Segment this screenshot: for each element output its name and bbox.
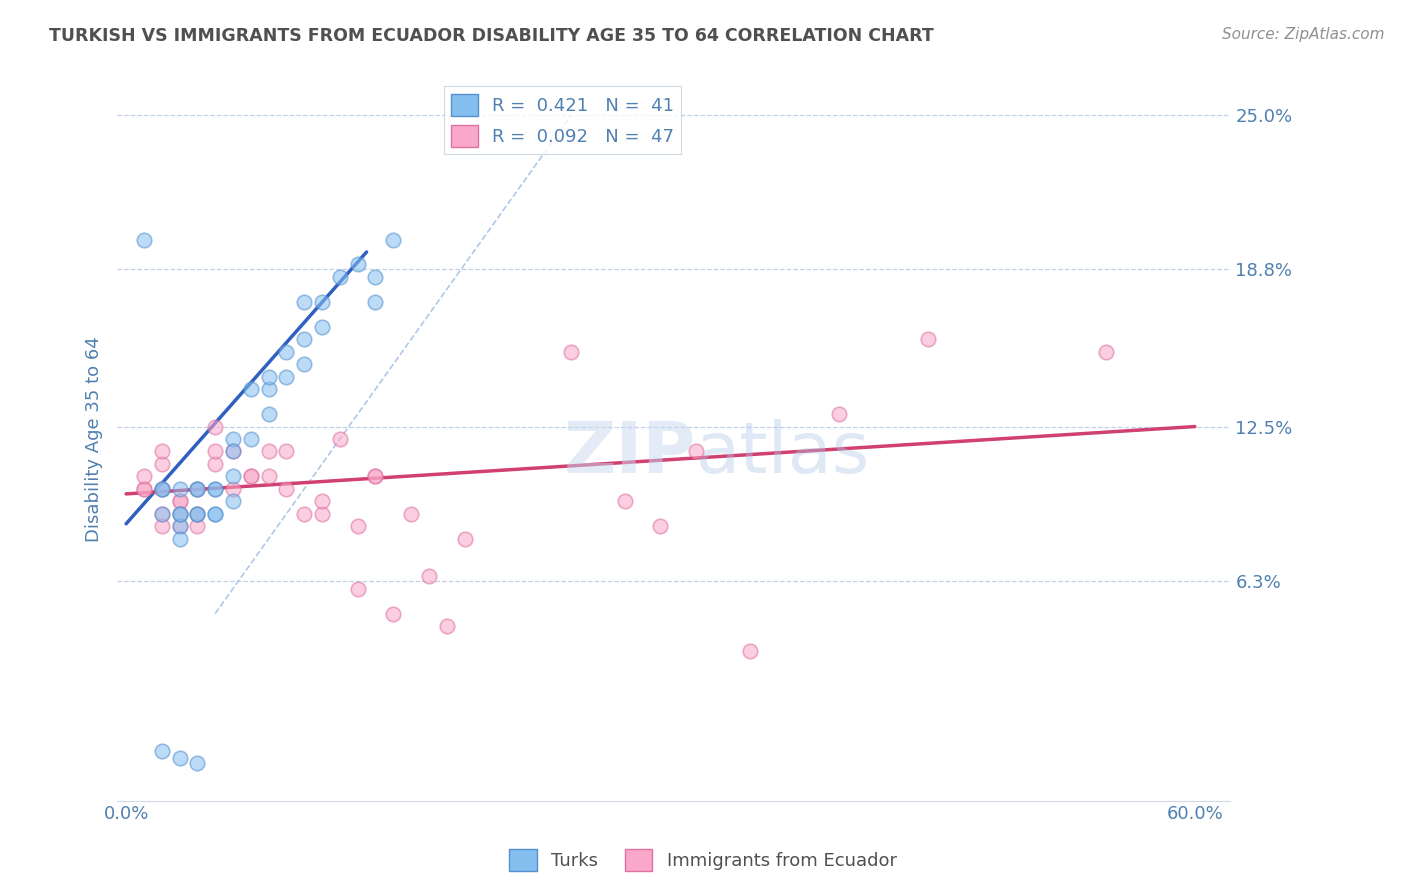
Point [685, 444, 707, 458]
Point [827, 407, 849, 421]
Point [560, 344, 582, 359]
Point [257, 469, 280, 483]
Point [917, 332, 939, 346]
Point [276, 344, 298, 359]
Point [169, 519, 191, 533]
Point [169, 482, 191, 496]
Point [292, 294, 315, 309]
Point [276, 369, 298, 384]
Point [257, 382, 280, 396]
Point [382, 607, 405, 621]
Point [150, 507, 173, 521]
Point [186, 507, 208, 521]
Point [239, 469, 262, 483]
Legend: Turks, Immigrants from Ecuador: Turks, Immigrants from Ecuador [502, 842, 904, 879]
Point [132, 233, 155, 247]
Point [1094, 344, 1116, 359]
Point [204, 457, 226, 471]
Point [204, 444, 226, 458]
Point [150, 744, 173, 758]
Point [257, 444, 280, 458]
Point [346, 257, 368, 271]
Point [150, 482, 173, 496]
Point [292, 507, 315, 521]
Point [346, 519, 368, 533]
Point [311, 494, 333, 508]
Point [150, 519, 173, 533]
Point [132, 482, 155, 496]
Point [650, 519, 672, 533]
Point [364, 469, 387, 483]
Point [222, 444, 245, 458]
Point [169, 494, 191, 508]
Point [186, 507, 208, 521]
Point [186, 507, 208, 521]
Point [169, 507, 191, 521]
Point [186, 482, 208, 496]
Point [738, 644, 761, 658]
Point [276, 482, 298, 496]
Point [186, 482, 208, 496]
Point [239, 382, 262, 396]
Point [222, 482, 245, 496]
Point [399, 507, 422, 521]
Point [292, 357, 315, 371]
Point [186, 756, 208, 771]
Point [364, 469, 387, 483]
Point [204, 507, 226, 521]
Point [239, 469, 262, 483]
Point [346, 582, 368, 596]
Point [292, 332, 315, 346]
Text: atlas: atlas [696, 419, 870, 488]
Point [169, 494, 191, 508]
Point [186, 482, 208, 496]
Text: ZIP: ZIP [564, 419, 696, 488]
Point [150, 482, 173, 496]
Point [257, 369, 280, 384]
Point [169, 532, 191, 546]
Point [169, 519, 191, 533]
Point [169, 751, 191, 765]
Text: TURKISH VS IMMIGRANTS FROM ECUADOR DISABILITY AGE 35 TO 64 CORRELATION CHART: TURKISH VS IMMIGRANTS FROM ECUADOR DISAB… [49, 27, 934, 45]
Point [150, 507, 173, 521]
Point [276, 444, 298, 458]
Point [222, 469, 245, 483]
Point [239, 432, 262, 446]
Y-axis label: Disability Age 35 to 64: Disability Age 35 to 64 [86, 336, 103, 542]
Point [364, 294, 387, 309]
Point [186, 519, 208, 533]
Point [204, 507, 226, 521]
Point [257, 407, 280, 421]
Point [311, 507, 333, 521]
Point [222, 494, 245, 508]
Point [382, 233, 405, 247]
Point [222, 432, 245, 446]
Point [418, 569, 440, 583]
Point [150, 482, 173, 496]
Point [169, 507, 191, 521]
Point [329, 432, 352, 446]
Point [311, 319, 333, 334]
Point [169, 507, 191, 521]
Point [150, 457, 173, 471]
Point [204, 419, 226, 434]
Point [364, 269, 387, 284]
Point [613, 494, 636, 508]
Point [311, 294, 333, 309]
Point [436, 619, 458, 633]
Point [150, 444, 173, 458]
Legend: R =  0.421   N =  41, R =  0.092   N =  47: R = 0.421 N = 41, R = 0.092 N = 47 [443, 87, 682, 154]
Point [132, 469, 155, 483]
Point [132, 482, 155, 496]
Point [222, 444, 245, 458]
Point [204, 482, 226, 496]
Point [204, 482, 226, 496]
Point [329, 269, 352, 284]
Point [453, 532, 475, 546]
Text: Source: ZipAtlas.com: Source: ZipAtlas.com [1222, 27, 1385, 42]
